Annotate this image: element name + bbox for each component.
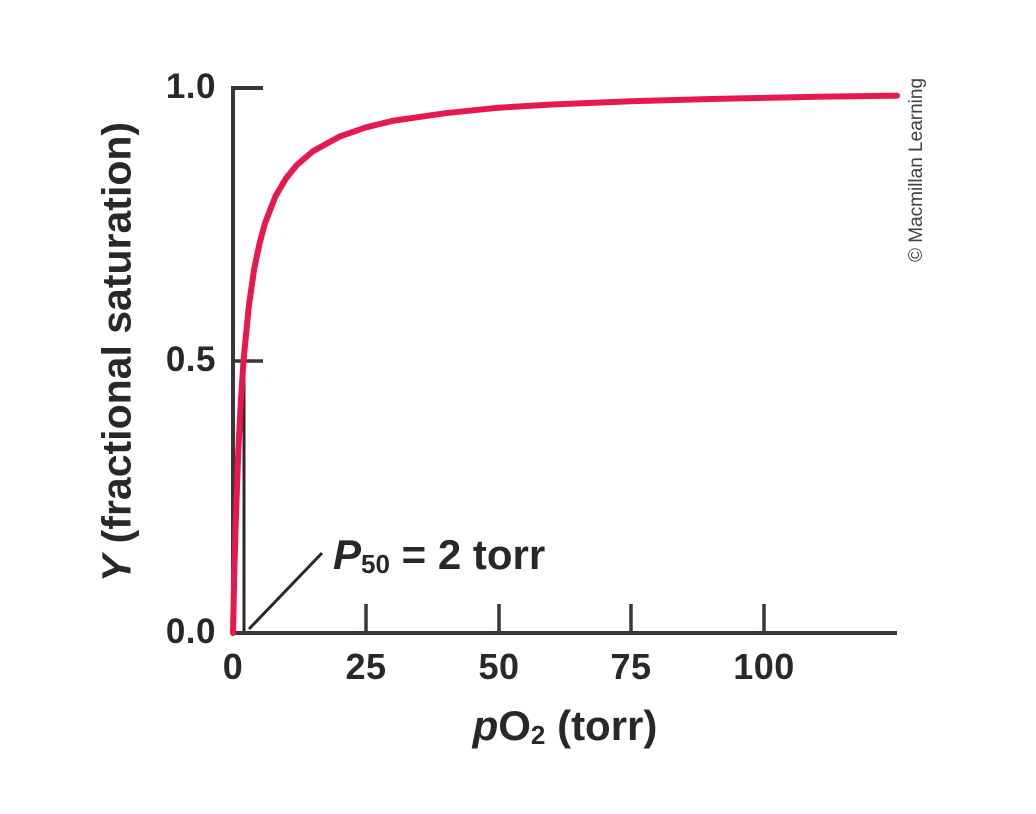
y-tick-label-0.5: 0.5	[165, 340, 216, 380]
x-axis-title-main: O	[498, 702, 531, 749]
x-axis-title-symbol: p	[472, 702, 499, 749]
y-axis-title-text: (fractional saturation)	[93, 121, 140, 555]
p50-annotation-symbol: P	[333, 531, 362, 578]
x-axis-title-unit: (torr)	[545, 702, 658, 749]
y-tick-label-0.0: 0.0	[165, 612, 216, 652]
p50-annotation-value: = 2 torr	[389, 531, 546, 578]
x-tick-label-100: 100	[733, 646, 795, 687]
x-axis-title-subscript: 2	[530, 719, 546, 750]
publisher-credit: © Macmillan Learning	[906, 77, 927, 263]
x-axis-title: pO2 (torr)	[473, 702, 658, 750]
annotation-pointer-line	[247, 551, 324, 631]
p50-annotation: P50 = 2 torr	[333, 531, 545, 579]
x-tick-label-0: 0	[222, 646, 244, 687]
y-tick-label-1.0: 1.0	[165, 67, 216, 107]
p50-annotation-subscript: 50	[361, 548, 390, 579]
saturation-curve	[230, 92, 900, 636]
y-axis-title: Y (fractional saturation)	[94, 122, 141, 582]
y-axis-title-symbol: Y	[93, 554, 140, 583]
x-tick-label-50: 50	[478, 646, 520, 687]
x-tick-label-25: 25	[345, 646, 387, 687]
x-tick-label-75: 75	[610, 646, 652, 687]
